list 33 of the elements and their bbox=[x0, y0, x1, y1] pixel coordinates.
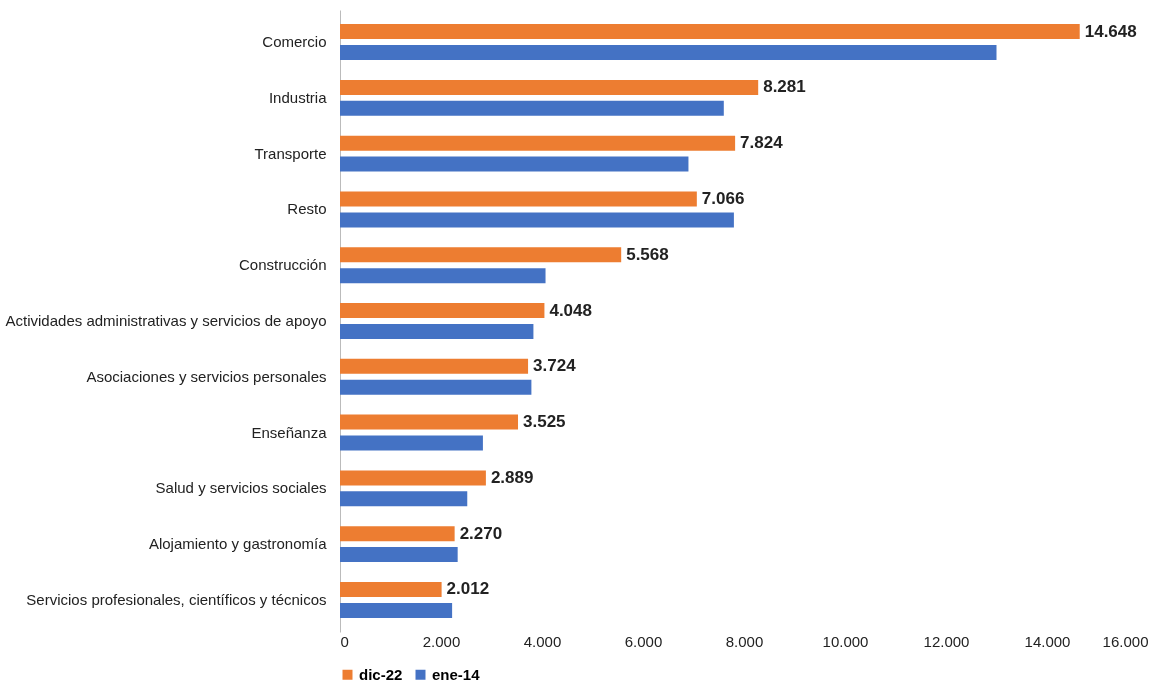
legend-label: ene-14 bbox=[432, 665, 481, 683]
y-tick-label: Comercio bbox=[262, 33, 327, 51]
y-tick-label: Construcción bbox=[238, 256, 327, 274]
y-tick-label: Alojamiento y gastronomía bbox=[148, 535, 328, 553]
x-tick-label: 8.000 bbox=[725, 632, 764, 650]
x-tick-label: 0 bbox=[340, 632, 349, 650]
y-tick-label: Transporte bbox=[254, 144, 327, 162]
x-tick-label: 4.000 bbox=[523, 632, 562, 650]
data-label: 2.889 bbox=[490, 467, 534, 487]
data-label: 14.648 bbox=[1084, 21, 1137, 41]
legend-label: dic-22 bbox=[359, 665, 403, 683]
y-tick-label: Actividades administrativas y servicios de apoyo bbox=[5, 312, 327, 329]
data-label: 8.281 bbox=[763, 77, 806, 97]
y-tick-label: Enseñanza bbox=[251, 423, 328, 441]
x-tick-label: 10.000 bbox=[822, 632, 869, 650]
data-label: 5.568 bbox=[626, 244, 669, 264]
y-tick-label: Resto bbox=[287, 200, 327, 218]
x-tick-label: 16.000 bbox=[1102, 632, 1149, 650]
y-tick-label: Servicios profesionales, científicos y técnicos bbox=[26, 590, 327, 608]
x-tick-label: 2.000 bbox=[422, 632, 461, 650]
x-tick-label: 6.000 bbox=[624, 632, 663, 650]
y-tick-label: Salud y servicios sociales bbox=[155, 479, 327, 497]
data-label: 2.012 bbox=[446, 579, 490, 599]
data-label: 2.270 bbox=[459, 523, 503, 543]
data-label: 3.724 bbox=[533, 356, 577, 376]
y-tick-label: Industria bbox=[268, 88, 328, 106]
y-tick-label: Asociaciones y servicios personales bbox=[86, 367, 327, 385]
data-label: 7.824 bbox=[740, 133, 784, 153]
x-tick-label: 14.000 bbox=[1024, 632, 1071, 650]
x-tick-label: 12.000 bbox=[923, 632, 970, 650]
data-label: 3.525 bbox=[523, 412, 566, 432]
data-label: 7.066 bbox=[701, 188, 745, 208]
data-label: 4.048 bbox=[549, 300, 592, 320]
